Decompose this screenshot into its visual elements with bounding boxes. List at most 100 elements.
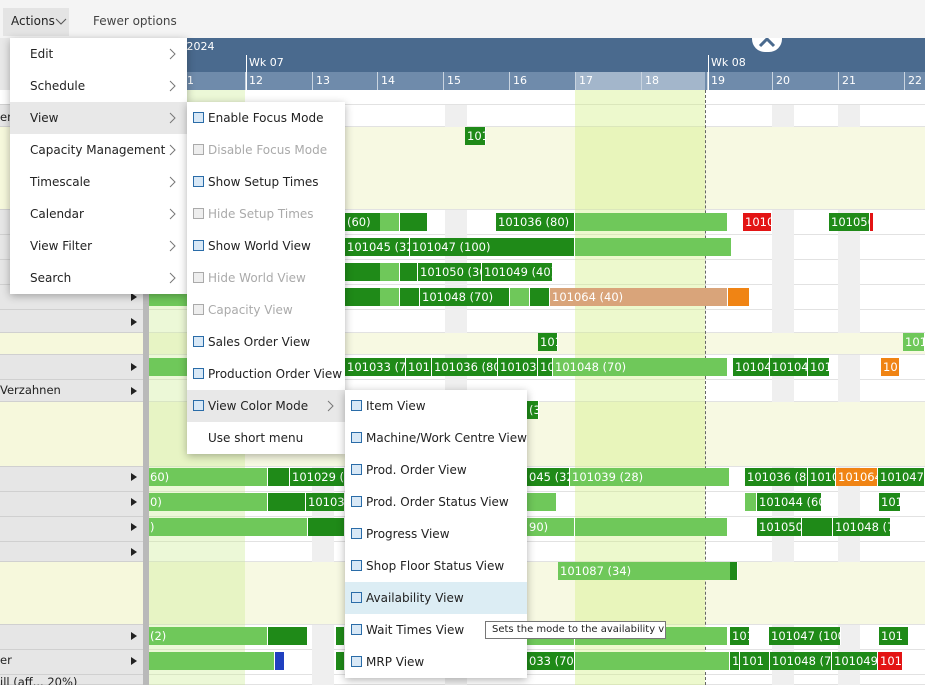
order-bar[interactable] — [575, 213, 728, 231]
order-bar[interactable]: 1010 — [808, 468, 836, 486]
menu-item[interactable]: Edit — [10, 38, 187, 70]
order-bar[interactable]: 1010 — [808, 358, 830, 376]
order-bar[interactable] — [870, 213, 874, 231]
order-bar[interactable]: 101048 (70) — [770, 652, 832, 670]
menu-item[interactable]: View Color Mode — [187, 390, 345, 422]
menu-item[interactable]: Production Order View — [187, 358, 345, 390]
menu-item[interactable]: Show World View — [187, 230, 345, 262]
order-bar[interactable]: 10 — [538, 358, 553, 376]
menu-item[interactable]: Schedule — [10, 70, 187, 102]
order-bar[interactable] — [802, 518, 833, 536]
menu-item[interactable]: Timescale — [10, 166, 187, 198]
order-bar[interactable] — [308, 518, 345, 536]
menu-item[interactable]: Calendar — [10, 198, 187, 230]
order-bar[interactable]: 101032 — [306, 493, 345, 511]
menu-item[interactable]: Use short menu — [187, 422, 345, 454]
order-bar[interactable] — [336, 627, 345, 645]
menu-item[interactable]: Item View — [345, 390, 527, 422]
order-bar[interactable]: 1010 — [878, 652, 903, 670]
order-bar[interactable]: 101047 (100) — [769, 627, 841, 645]
order-bar[interactable] — [380, 263, 400, 281]
order-bar[interactable] — [730, 562, 738, 580]
order-bar[interactable] — [530, 288, 550, 306]
order-bar[interactable]: 101036 (80) — [745, 468, 808, 486]
order-bar[interactable]: 101029 ( — [290, 468, 345, 486]
order-bar[interactable] — [148, 652, 275, 670]
order-bar[interactable]: 10 — [881, 358, 900, 376]
order-bar[interactable]: 101045 (32) — [345, 238, 410, 256]
actions-label[interactable]: Actions — [11, 14, 55, 28]
order-bar[interactable]: 1 — [730, 652, 740, 670]
order-bar[interactable]: 101047 — [878, 468, 925, 486]
order-bar[interactable]: (3 — [527, 401, 539, 419]
order-bar[interactable]: 045 (32 — [527, 468, 570, 486]
order-bar[interactable]: 0) — [148, 493, 268, 511]
order-bar[interactable] — [575, 652, 730, 670]
menu-item[interactable]: View — [10, 102, 187, 134]
order-bar[interactable]: 101036 (80) — [496, 213, 575, 231]
menu-item[interactable]: Search — [10, 262, 187, 294]
menu-item[interactable]: Show Setup Times — [187, 166, 345, 198]
order-bar[interactable]: 60) — [148, 468, 268, 486]
order-bar[interactable]: 101 — [879, 627, 909, 645]
order-bar[interactable] — [728, 288, 750, 306]
collapse-toggle[interactable] — [752, 38, 782, 52]
order-bar[interactable]: 101049 ( — [832, 652, 878, 670]
order-bar[interactable] — [380, 288, 400, 306]
menu-item[interactable]: Capacity Management — [10, 134, 187, 166]
order-bar[interactable] — [380, 213, 400, 231]
order-bar[interactable]: 101064 ( — [836, 468, 878, 486]
order-bar[interactable]: 033 (70) — [527, 652, 575, 670]
order-bar[interactable]: 101 — [740, 652, 770, 670]
order-bar[interactable]: 101048 (70) — [420, 288, 510, 306]
fewer-options[interactable]: Fewer options — [93, 14, 177, 28]
order-bar[interactable] — [275, 652, 285, 670]
order-bar[interactable]: 10104 — [770, 358, 808, 376]
menu-item[interactable]: View Filter — [10, 230, 187, 262]
order-bar[interactable]: 1010 — [743, 213, 772, 231]
order-bar[interactable]: 101 — [879, 493, 901, 511]
menu-item[interactable]: Prod. Order View — [345, 454, 527, 486]
order-bar[interactable]: 101087 (34) — [558, 562, 738, 580]
order-bar[interactable] — [745, 493, 757, 511]
order-bar[interactable]: 101049 (40) — [482, 263, 553, 281]
order-bar[interactable]: 101039 (28) — [570, 468, 730, 486]
order-bar[interactable]: 101036 (80) — [432, 358, 498, 376]
menu-item[interactable]: Machine/Work Centre View — [345, 422, 527, 454]
order-bar[interactable]: 101048 (70) — [833, 518, 891, 536]
order-bar[interactable] — [575, 238, 732, 256]
order-bar[interactable] — [268, 493, 306, 511]
order-bar[interactable] — [268, 627, 308, 645]
order-bar[interactable]: 10103 — [498, 358, 538, 376]
menu-item[interactable]: Availability View — [345, 582, 527, 614]
menu-item[interactable]: Progress View — [345, 518, 527, 550]
order-bar[interactable]: 101050 (30) — [418, 263, 482, 281]
order-bar[interactable]: 101 — [406, 358, 432, 376]
order-bar[interactable]: 101047 (100) — [410, 238, 575, 256]
order-bar[interactable] — [268, 468, 290, 486]
splitter[interactable] — [143, 90, 149, 685]
menu-item[interactable]: Enable Focus Mode — [187, 102, 345, 134]
menu-item[interactable]: Wait Times View — [345, 614, 527, 646]
order-bar[interactable] — [575, 518, 728, 536]
order-bar[interactable] — [336, 652, 345, 670]
order-bar[interactable]: 101044 (60) — [757, 493, 822, 511]
order-bar[interactable] — [510, 288, 530, 306]
actions-button[interactable] — [3, 8, 69, 36]
order-bar[interactable]: 101033 (70) — [345, 358, 406, 376]
order-bar[interactable]: 101 — [730, 627, 750, 645]
menu-item[interactable]: MRP View — [345, 646, 527, 678]
order-bar[interactable]: 90) — [527, 518, 575, 536]
order-bar[interactable]: 101 — [465, 127, 486, 145]
order-bar[interactable]: 101048 (70) — [553, 358, 728, 376]
order-bar[interactable]: 101056 — [829, 213, 870, 231]
menu-item[interactable]: Sales Order View — [187, 326, 345, 358]
order-bar[interactable] — [527, 493, 557, 511]
order-bar[interactable]: ) — [148, 518, 308, 536]
order-bar[interactable]: 101064 (40) — [550, 288, 728, 306]
order-bar[interactable]: 101 — [538, 333, 558, 351]
menu-item[interactable]: Prod. Order Status View — [345, 486, 527, 518]
order-bar[interactable]: (2) — [148, 627, 268, 645]
order-bar[interactable]: 101050 — [757, 518, 802, 536]
order-bar[interactable]: 101 — [903, 333, 925, 351]
